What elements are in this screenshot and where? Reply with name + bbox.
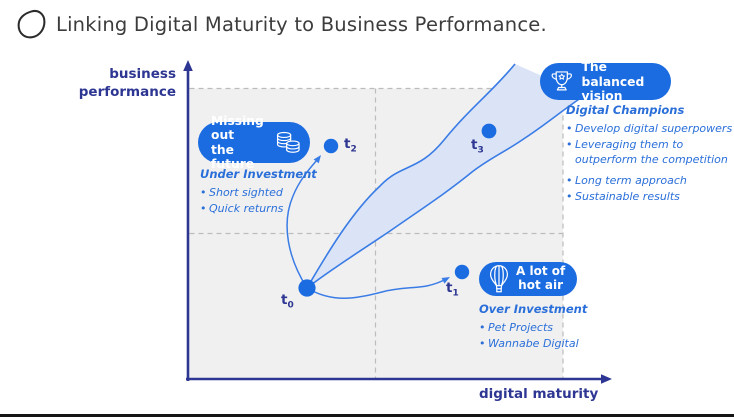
note-bullet: Pet Projects — [479, 321, 629, 336]
arrowhead-t2 — [313, 155, 321, 164]
point-t3 — [481, 123, 497, 139]
y-axis-label: business performance — [78, 66, 176, 100]
trajectory-t0-t1 — [306, 278, 447, 299]
note-bullet: Wannabe Digital — [479, 337, 629, 352]
note-under-investment: Under Investment Short sighted Quick ret… — [200, 167, 332, 217]
label-t1: t1 — [446, 280, 459, 299]
band-lower-edge — [306, 94, 586, 289]
x-axis-arrow-icon — [601, 374, 612, 384]
note-bullet: Leveraging them to outperform the compet… — [566, 138, 734, 167]
band-upper-edge — [306, 63, 516, 289]
point-t1 — [454, 264, 470, 280]
balloon-icon — [490, 265, 508, 293]
note-heading: Digital Champions — [566, 103, 685, 117]
point-t2 — [323, 138, 339, 154]
badge-label: Missing out the future — [211, 114, 264, 171]
note-bullet: Short sighted — [200, 186, 332, 201]
label-t3: t3 — [471, 137, 484, 156]
slide-bottom-border — [0, 414, 734, 417]
note-bullet: Sustainable results — [566, 190, 734, 205]
note-heading: Over Investment — [479, 302, 588, 316]
note-bullet: Quick returns — [200, 202, 332, 217]
badge-a-lot-of-hot-air: A lot of hot air — [479, 262, 577, 296]
note-over-investment: Over Investment Pet Projects Wannabe Dig… — [479, 302, 629, 352]
blob-logo-icon — [17, 9, 46, 39]
trophy-icon — [551, 71, 572, 91]
x-axis-label: digital maturity — [479, 386, 599, 402]
note-heading: Under Investment — [200, 167, 317, 181]
badge-label: A lot of hot air — [516, 264, 566, 292]
badge-label: The balanced vision — [581, 60, 645, 103]
growth-band — [307, 64, 585, 288]
note-bullet: Develop digital superpowers — [566, 122, 734, 137]
label-t2: t2 — [344, 136, 357, 155]
page-title: Linking Digital Maturity to Business Per… — [56, 13, 547, 36]
arrowhead-t1 — [441, 277, 450, 284]
label-t0: t0 — [281, 292, 294, 311]
coins-icon — [276, 131, 300, 153]
y-axis-arrow-icon — [183, 60, 193, 71]
badge-missing-out-the-future: Missing out the future — [198, 114, 310, 171]
point-t0 — [298, 279, 316, 297]
note-digital-champions: Digital Champions Develop digital superp… — [566, 103, 734, 205]
title-row: Linking Digital Maturity to Business Per… — [16, 9, 547, 40]
note-bullet: Long term approach — [566, 174, 734, 189]
badge-the-balanced-vision: The balanced vision — [540, 60, 671, 103]
